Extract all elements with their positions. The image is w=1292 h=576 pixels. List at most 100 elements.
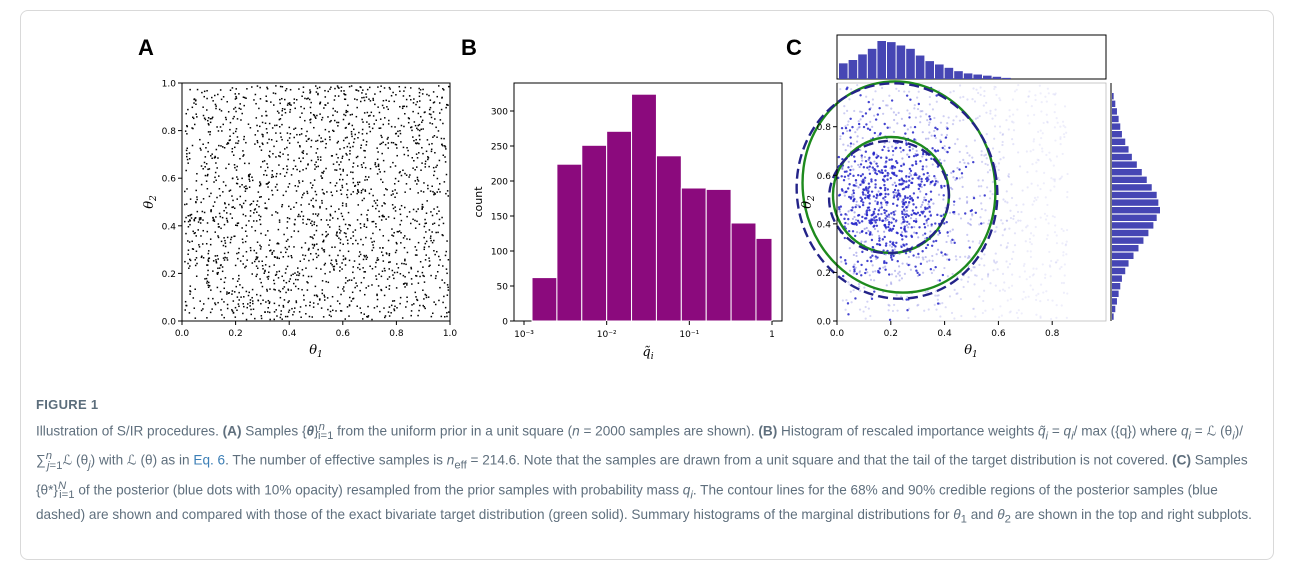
prior-sample-point	[252, 179, 254, 182]
posterior-sample-point	[966, 280, 970, 283]
posterior-sample-point	[896, 193, 899, 197]
prior-sample-point	[405, 306, 407, 308]
posterior-sample-point	[874, 221, 877, 224]
posterior-sample-point	[898, 194, 902, 197]
prior-sample-point	[417, 128, 419, 131]
posterior-sample-point	[900, 222, 903, 225]
prior-sample-point	[273, 311, 276, 313]
posterior-sample-point	[936, 213, 939, 217]
prior-sample-point	[347, 227, 349, 230]
prior-sample-point	[407, 154, 409, 157]
prior-sample-point	[276, 183, 278, 186]
prior-sample-point	[365, 140, 368, 143]
prior-sample-point	[189, 220, 191, 222]
prior-sample-point	[393, 308, 395, 310]
prior-sample-point	[193, 232, 196, 235]
prior-sample-point	[376, 257, 379, 259]
prior-sample-point	[429, 122, 431, 124]
posterior-sample-point	[885, 261, 888, 265]
prior-sample-point	[391, 190, 394, 192]
prior-sample-point	[324, 146, 327, 149]
posterior-sample-point	[930, 244, 934, 247]
prior-sample-point	[363, 254, 365, 257]
prior-sample-point	[443, 137, 445, 140]
prior-sample-point	[427, 187, 429, 190]
top-hist-bar	[935, 64, 944, 79]
prior-sample-point	[223, 281, 226, 284]
prior-sample-point	[433, 193, 435, 196]
prior-sample-point	[207, 252, 210, 255]
prior-sample-point	[284, 111, 287, 114]
posterior-sample-point	[895, 204, 899, 207]
prior-sample-point	[312, 302, 315, 304]
posterior-sample-point	[879, 132, 882, 135]
posterior-sample-point	[839, 256, 843, 259]
prior-sample-point	[217, 301, 219, 304]
prior-sample-point	[184, 309, 186, 311]
posterior-sample-point	[862, 201, 865, 204]
posterior-sample-point	[966, 162, 970, 165]
prior-sample-point	[417, 192, 419, 194]
prior-sample-point	[243, 154, 245, 156]
posterior-sample-point	[911, 131, 915, 134]
posterior-sample-point	[1001, 234, 1004, 237]
prior-sample-point	[415, 210, 418, 213]
prior-sample-point	[213, 201, 216, 203]
posterior-sample-point	[928, 131, 931, 134]
prior-sample-point	[374, 266, 377, 268]
posterior-sample-point	[855, 272, 858, 276]
prior-sample-point	[188, 152, 191, 154]
posterior-sample-point	[1024, 240, 1027, 243]
prior-sample-point	[410, 278, 413, 280]
prior-sample-point	[200, 309, 203, 312]
posterior-sample-point	[909, 169, 913, 173]
prior-sample-point	[265, 95, 267, 97]
prior-sample-point	[426, 139, 429, 141]
posterior-sample-point	[884, 268, 887, 271]
posterior-sample-point	[921, 234, 925, 237]
prior-sample-point	[325, 219, 328, 221]
prior-sample-point	[388, 252, 391, 255]
right-hist-bar	[1112, 184, 1152, 191]
prior-sample-point	[214, 303, 217, 306]
prior-sample-point	[223, 237, 225, 239]
prior-sample-point	[347, 250, 350, 253]
posterior-sample-point	[952, 200, 956, 203]
posterior-sample-point	[879, 186, 883, 190]
prior-sample-point	[304, 119, 306, 122]
posterior-sample-point	[919, 205, 923, 208]
prior-sample-point	[323, 264, 326, 266]
prior-sample-point	[254, 258, 257, 261]
prior-sample-point	[256, 257, 258, 260]
posterior-sample-point	[900, 231, 904, 234]
prior-sample-point	[367, 115, 370, 117]
posterior-sample-point	[840, 126, 844, 130]
posterior-sample-point	[870, 297, 874, 301]
prior-sample-point	[434, 253, 436, 256]
panel-a-x-tick-label: 0.2	[228, 329, 242, 339]
prior-sample-point	[438, 218, 441, 221]
posterior-sample-point	[982, 221, 985, 225]
posterior-sample-point	[853, 263, 856, 266]
prior-sample-point	[376, 259, 378, 261]
prior-sample-point	[268, 311, 271, 314]
prior-sample-point	[403, 153, 406, 156]
posterior-sample-point	[864, 240, 868, 243]
posterior-sample-point	[1055, 116, 1058, 120]
posterior-sample-point	[914, 206, 918, 209]
posterior-sample-point	[913, 104, 916, 107]
posterior-sample-point	[968, 246, 971, 249]
prior-sample-point	[242, 202, 245, 205]
posterior-sample-point	[1035, 161, 1038, 164]
eq-6-link[interactable]: Eq. 6	[193, 452, 226, 468]
posterior-sample-point	[1047, 92, 1050, 95]
posterior-sample-point	[994, 114, 997, 117]
posterior-sample-point	[938, 231, 942, 235]
posterior-sample-point	[1005, 119, 1008, 122]
posterior-68-contour	[827, 139, 951, 255]
posterior-sample-point	[950, 241, 953, 245]
posterior-sample-point	[1036, 158, 1039, 161]
prior-sample-point	[340, 310, 343, 312]
posterior-sample-point	[999, 131, 1002, 134]
prior-sample-point	[205, 163, 208, 165]
